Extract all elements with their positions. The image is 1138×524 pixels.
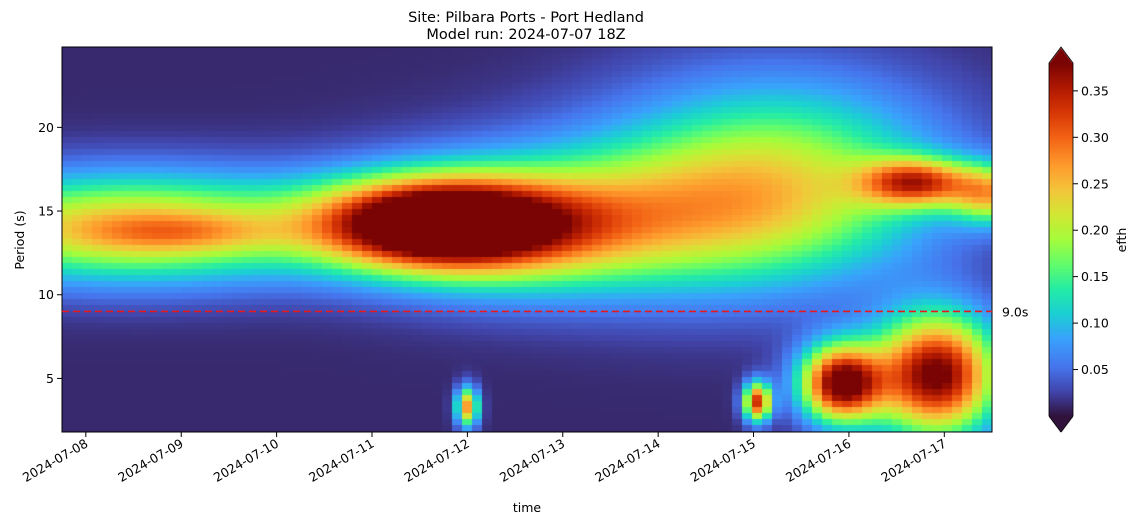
y-axis-ticks: 5 10 15 20 (38, 120, 62, 386)
x-axis-label: time (513, 500, 542, 515)
colorbar-tick-label: 0.35 (1081, 83, 1109, 98)
x-tick-label: 2024-07-12 (401, 436, 471, 485)
x-tick-label: 2024-07-13 (497, 436, 567, 485)
x-tick-label: 2024-07-15 (688, 436, 758, 485)
x-tick-label: 2024-07-16 (783, 436, 853, 485)
heatmap-image (62, 47, 992, 432)
y-tick-label: 15 (38, 204, 54, 219)
chart-title-line-1: Site: Pilbara Ports - Port Hedland (408, 10, 644, 26)
y-tick-label: 5 (46, 371, 54, 386)
colorbar-tick-label: 0.30 (1081, 130, 1109, 145)
colorbar-outline (1048, 46, 1074, 433)
chart-title-line-2: Model run: 2024-07-07 18Z (426, 27, 625, 43)
x-tick-label: 2024-07-10 (211, 436, 281, 485)
x-tick-label: 2024-07-17 (878, 436, 948, 485)
colorbar-tick-label: 0.20 (1081, 223, 1109, 238)
x-tick-label: 2024-07-14 (592, 436, 662, 485)
y-tick-label: 20 (38, 120, 54, 135)
colorbar-tick-label: 0.10 (1081, 316, 1109, 331)
colorbar-gradient (1049, 47, 1073, 432)
x-axis-ticks: 2024-07-08 2024-07-09 2024-07-10 2024-07-11… (20, 432, 949, 485)
plot-frame (61, 46, 993, 433)
heatmap-plot-area: 9.0s (61, 46, 1028, 433)
colorbar-label: efth (1114, 228, 1129, 253)
x-tick-label: 2024-07-08 (20, 436, 90, 485)
x-tick-label: 2024-07-11 (306, 436, 376, 485)
y-axis-label: Period (s) (12, 210, 27, 269)
y-tick-label: 10 (38, 287, 54, 302)
colorbar-ticks: 0.05 0.10 0.15 0.20 0.25 0.30 0.35 (1048, 46, 1109, 433)
colorbar-tick-label: 0.15 (1081, 269, 1109, 284)
reference-line-label: 9.0s (1002, 304, 1028, 319)
x-tick-label: 2024-07-09 (115, 436, 185, 485)
colorbar-tick-label: 0.25 (1081, 176, 1109, 191)
chart-title: Site: Pilbara Ports - Port Hedland Model… (408, 10, 644, 43)
colorbar: 0.05 0.10 0.15 0.20 0.25 0.30 0.35 efth (1048, 46, 1129, 433)
colorbar-tick-label: 0.05 (1081, 362, 1109, 377)
